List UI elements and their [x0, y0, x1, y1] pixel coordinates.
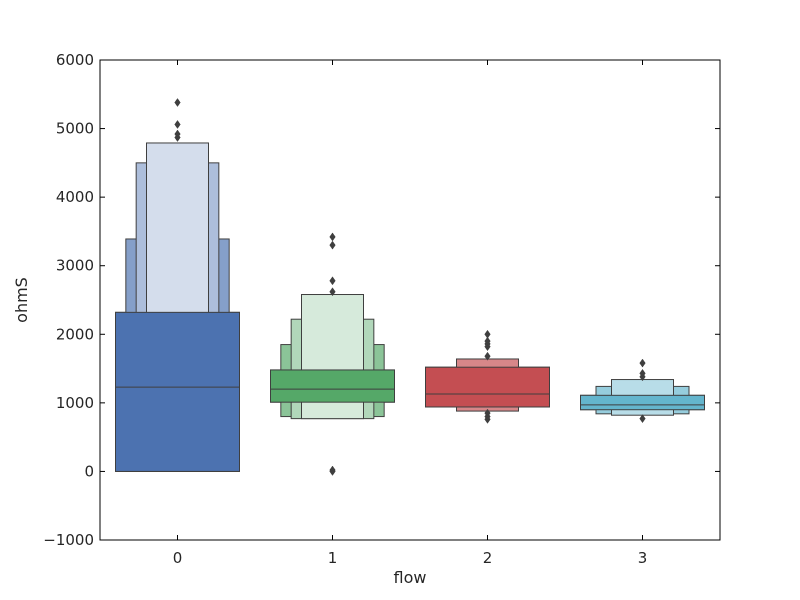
y-tick-label: 3000 [56, 257, 94, 275]
boxen-outlier [329, 276, 336, 286]
boxen-outlier [639, 368, 646, 378]
y-tick-label: 0 [84, 462, 94, 480]
boxen-category-2 [425, 329, 550, 424]
x-tick-label: 3 [638, 549, 648, 567]
boxen-outlier [174, 98, 181, 107]
y-tick-label: 5000 [56, 120, 94, 138]
boxen-outlier [329, 465, 336, 475]
boxen-inner-box [580, 394, 705, 411]
plot-frame [99, 59, 721, 541]
y-tick-label: 6000 [56, 51, 94, 69]
boxen-category-0 [115, 98, 240, 472]
boxen-plot-area [115, 98, 705, 476]
boxen-inner-box [425, 366, 550, 408]
boxen-outlier [329, 287, 336, 297]
boxen-outlier [174, 129, 181, 139]
y-tick-label: −1000 [43, 531, 94, 549]
boxen-inner-box [115, 311, 240, 472]
boxen-outlier [329, 240, 336, 250]
boxen-outlier [484, 329, 491, 339]
boxen-inner-box [270, 369, 395, 403]
y-tick-label: 1000 [56, 394, 94, 412]
y-tick-label: 4000 [56, 188, 94, 206]
x-tick-label: 1 [328, 549, 338, 567]
boxen-outlier [174, 120, 181, 129]
x-tick-label: 2 [483, 549, 493, 567]
boxen-outlier [329, 232, 336, 242]
boxen-outlier [639, 358, 646, 368]
boxen-outlier [639, 414, 646, 424]
x-axis: 0 1 2 3 [173, 60, 648, 567]
y-axis: −1000 0 1000 2000 3000 4000 5000 6000 [43, 51, 720, 549]
boxen-outlier [484, 336, 491, 346]
boxen-category-1 [270, 232, 395, 476]
y-tick-label: 2000 [56, 325, 94, 343]
boxen-outlier [484, 351, 491, 361]
x-tick-label: 0 [173, 549, 183, 567]
boxen-outlier [484, 408, 491, 418]
boxen-category-3 [580, 358, 705, 424]
x-axis-label: flow [394, 568, 427, 587]
y-axis-label: ohmS [12, 277, 31, 323]
